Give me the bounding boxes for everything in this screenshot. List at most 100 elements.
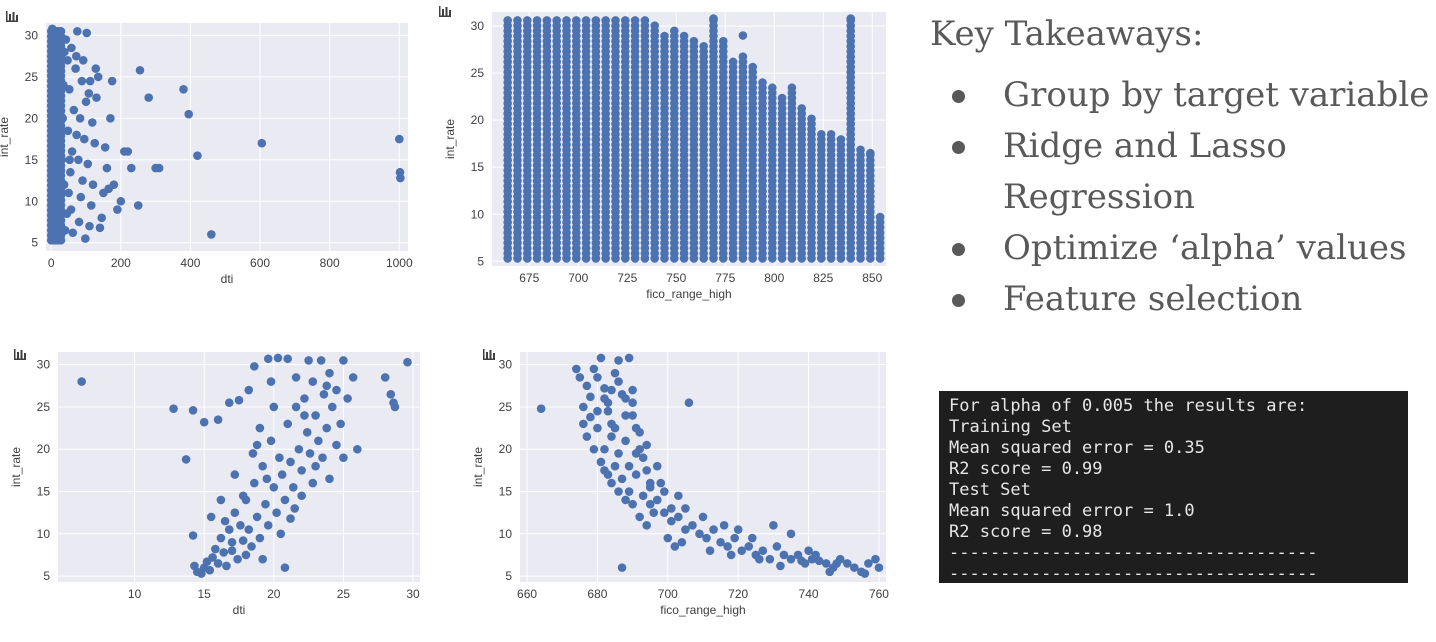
data-point — [698, 512, 708, 522]
data-point — [81, 97, 91, 107]
plot-background — [58, 352, 420, 582]
data-point — [208, 553, 217, 562]
data-point — [769, 521, 778, 530]
data-point — [642, 521, 651, 530]
data-point — [219, 548, 228, 557]
console-line: R2 score = 0.99 — [949, 459, 1103, 479]
data-point — [93, 72, 103, 82]
data-point — [786, 529, 796, 539]
y-tick-label: 5 — [43, 569, 50, 583]
data-point — [864, 559, 873, 568]
y-tick-label: 5 — [31, 236, 38, 250]
data-point — [630, 16, 640, 25]
x-tick-label: 20 — [267, 587, 281, 601]
data-point — [273, 353, 283, 363]
bullet-icon — [952, 243, 965, 256]
data-point — [614, 449, 623, 458]
data-point — [88, 180, 98, 189]
chart-toolbar-icon[interactable] — [483, 349, 495, 360]
data-point — [747, 533, 757, 543]
data-point — [768, 83, 777, 93]
data-point — [652, 461, 662, 471]
data-point — [586, 412, 595, 422]
data-point — [286, 514, 295, 523]
data-point — [336, 419, 345, 429]
x-tick-label: 0 — [48, 256, 55, 270]
data-point — [63, 56, 72, 65]
chart-toolbar-icon[interactable] — [14, 349, 26, 360]
data-point — [332, 385, 341, 395]
data-point — [403, 357, 412, 367]
data-point — [184, 109, 194, 119]
data-point — [325, 368, 334, 378]
data-point — [542, 16, 552, 25]
data-point — [233, 554, 242, 564]
data-point — [64, 188, 73, 198]
data-point — [275, 453, 284, 462]
data-point — [674, 491, 683, 501]
data-point — [207, 230, 216, 239]
data-point — [649, 508, 659, 517]
data-point — [638, 491, 648, 501]
data-point — [67, 147, 77, 156]
chart-svg: 0 200 400 600 800 1000 5 10 15 20 25 30 dti int_rate — [0, 23, 413, 286]
chart-svg: 10 15 20 25 30 5 10 15 20 25 30 dti int_rate — [9, 352, 420, 617]
bullet-icon — [952, 294, 965, 307]
data-point — [772, 542, 782, 551]
x-tick-label: 600 — [250, 256, 270, 270]
data-point — [631, 449, 641, 458]
x-tick-label: 720 — [728, 587, 748, 601]
data-point — [575, 373, 585, 382]
x-tick-label: 750 — [666, 271, 686, 285]
data-point — [126, 163, 136, 173]
scatter-chart-fico: 675 700 725 750 775 800 825 850 5 10 15 20 25 30 fico_… — [430, 0, 900, 312]
chart-svg: 660 680 700 720 740 760 5 10 15 20 25 30 fico_range_… — [471, 352, 889, 617]
data-point — [667, 516, 676, 526]
takeaway-text: Ridge and Lasso Regression — [1003, 126, 1287, 217]
y-axis-label: int_rate — [9, 447, 23, 487]
data-point — [216, 533, 226, 543]
chart-toolbar-icon[interactable] — [439, 6, 451, 17]
data-point — [614, 356, 623, 365]
x-axis-label: fico_range_high — [660, 603, 745, 617]
data-point — [319, 389, 329, 399]
data-point — [390, 402, 400, 412]
data-point — [107, 76, 117, 86]
data-point — [702, 533, 711, 543]
x-tick-label: 680 — [587, 587, 607, 601]
data-point — [874, 563, 884, 572]
data-point — [304, 356, 313, 365]
x-tick-label: 825 — [813, 271, 833, 285]
data-point — [571, 16, 581, 25]
data-point — [856, 145, 865, 155]
data-point — [394, 134, 404, 144]
data-point — [826, 129, 836, 139]
data-point — [522, 16, 532, 25]
data-point — [513, 16, 522, 25]
data-point — [681, 504, 690, 513]
data-point — [817, 129, 826, 139]
data-point — [733, 525, 743, 534]
x-tick-label: 775 — [715, 271, 735, 285]
data-point — [591, 16, 601, 25]
data-point — [133, 201, 143, 210]
data-point — [169, 404, 178, 413]
data-point — [797, 104, 807, 113]
x-axis-label: dti — [221, 272, 234, 286]
data-point — [113, 205, 122, 214]
chart-toolbar-icon[interactable] — [6, 11, 18, 22]
y-tick-label: 10 — [25, 194, 39, 208]
data-point — [71, 64, 80, 73]
data-point — [71, 51, 81, 61]
data-point — [343, 394, 352, 403]
data-point — [624, 461, 634, 471]
console-output: For alpha of 0.005 the results are: Trai… — [939, 391, 1408, 583]
data-point — [283, 354, 293, 364]
data-point — [645, 499, 655, 509]
data-point — [286, 457, 295, 467]
data-point — [262, 474, 272, 484]
data-point — [206, 512, 216, 522]
data-point — [705, 546, 715, 556]
data-point — [339, 453, 348, 462]
data-point — [589, 364, 599, 374]
